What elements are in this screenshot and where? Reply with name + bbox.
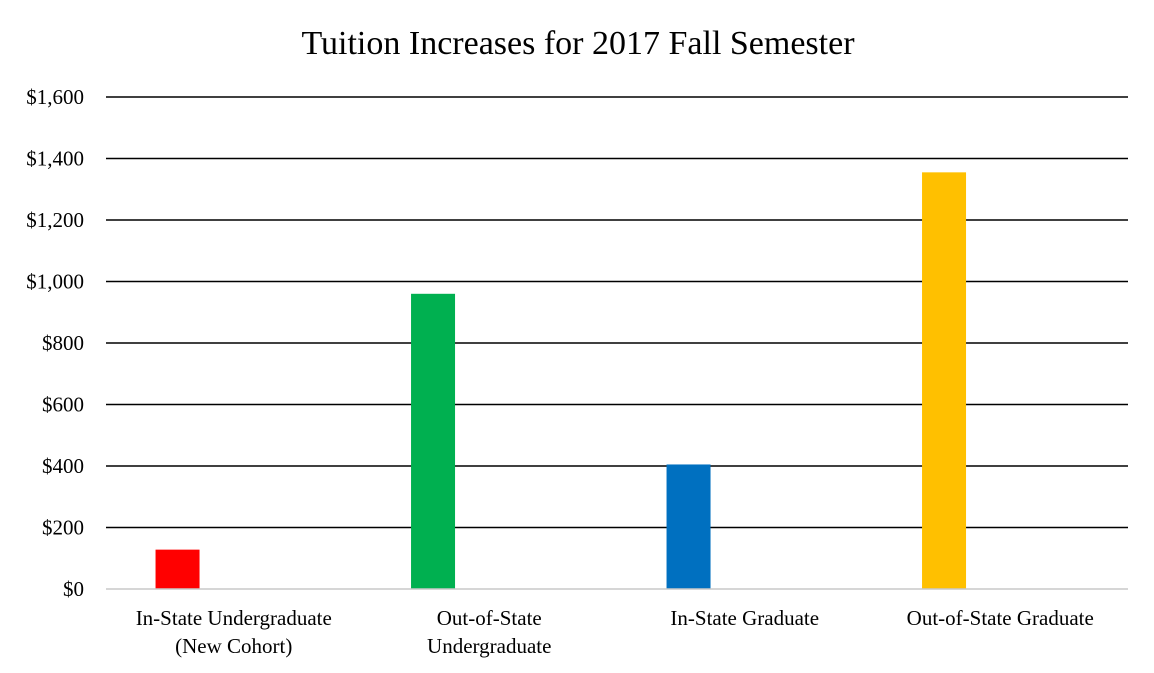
y-tick-label: $800 (42, 331, 84, 355)
gridlines (106, 96, 1128, 529)
bar (411, 293, 456, 589)
y-tick-label: $1,600 (26, 85, 84, 109)
y-tick-label: $0 (63, 577, 84, 601)
bars (155, 172, 967, 589)
x-category-label: Undergraduate (427, 634, 551, 658)
y-axis-tick-labels: $0 $200 $400 $600 $800 $1,000 $1,200 $1,400 $1,6… (26, 85, 84, 601)
bar (666, 464, 711, 589)
y-tick-label: $1,000 (26, 270, 84, 294)
y-tick-label: $1,200 (26, 208, 84, 232)
y-tick-label: $600 (42, 393, 84, 417)
y-tick-label: $1,400 (26, 147, 84, 171)
bar (155, 549, 200, 589)
x-category-label: In-State Graduate (670, 606, 819, 630)
x-category-label: (New Cohort) (175, 634, 292, 658)
chart-title: Tuition Increases for 2017 Fall Semester (301, 25, 855, 62)
y-tick-label: $200 (42, 516, 84, 540)
x-category-label: Out-of-State Graduate (907, 606, 1094, 630)
x-axis-category-labels: In-State Undergraduate (New Cohort) Out-of… (136, 606, 1094, 658)
x-category-label: Out-of-State (437, 606, 542, 630)
bar (922, 172, 967, 589)
x-category-label: In-State Undergraduate (136, 606, 332, 630)
y-tick-label: $400 (42, 454, 84, 478)
